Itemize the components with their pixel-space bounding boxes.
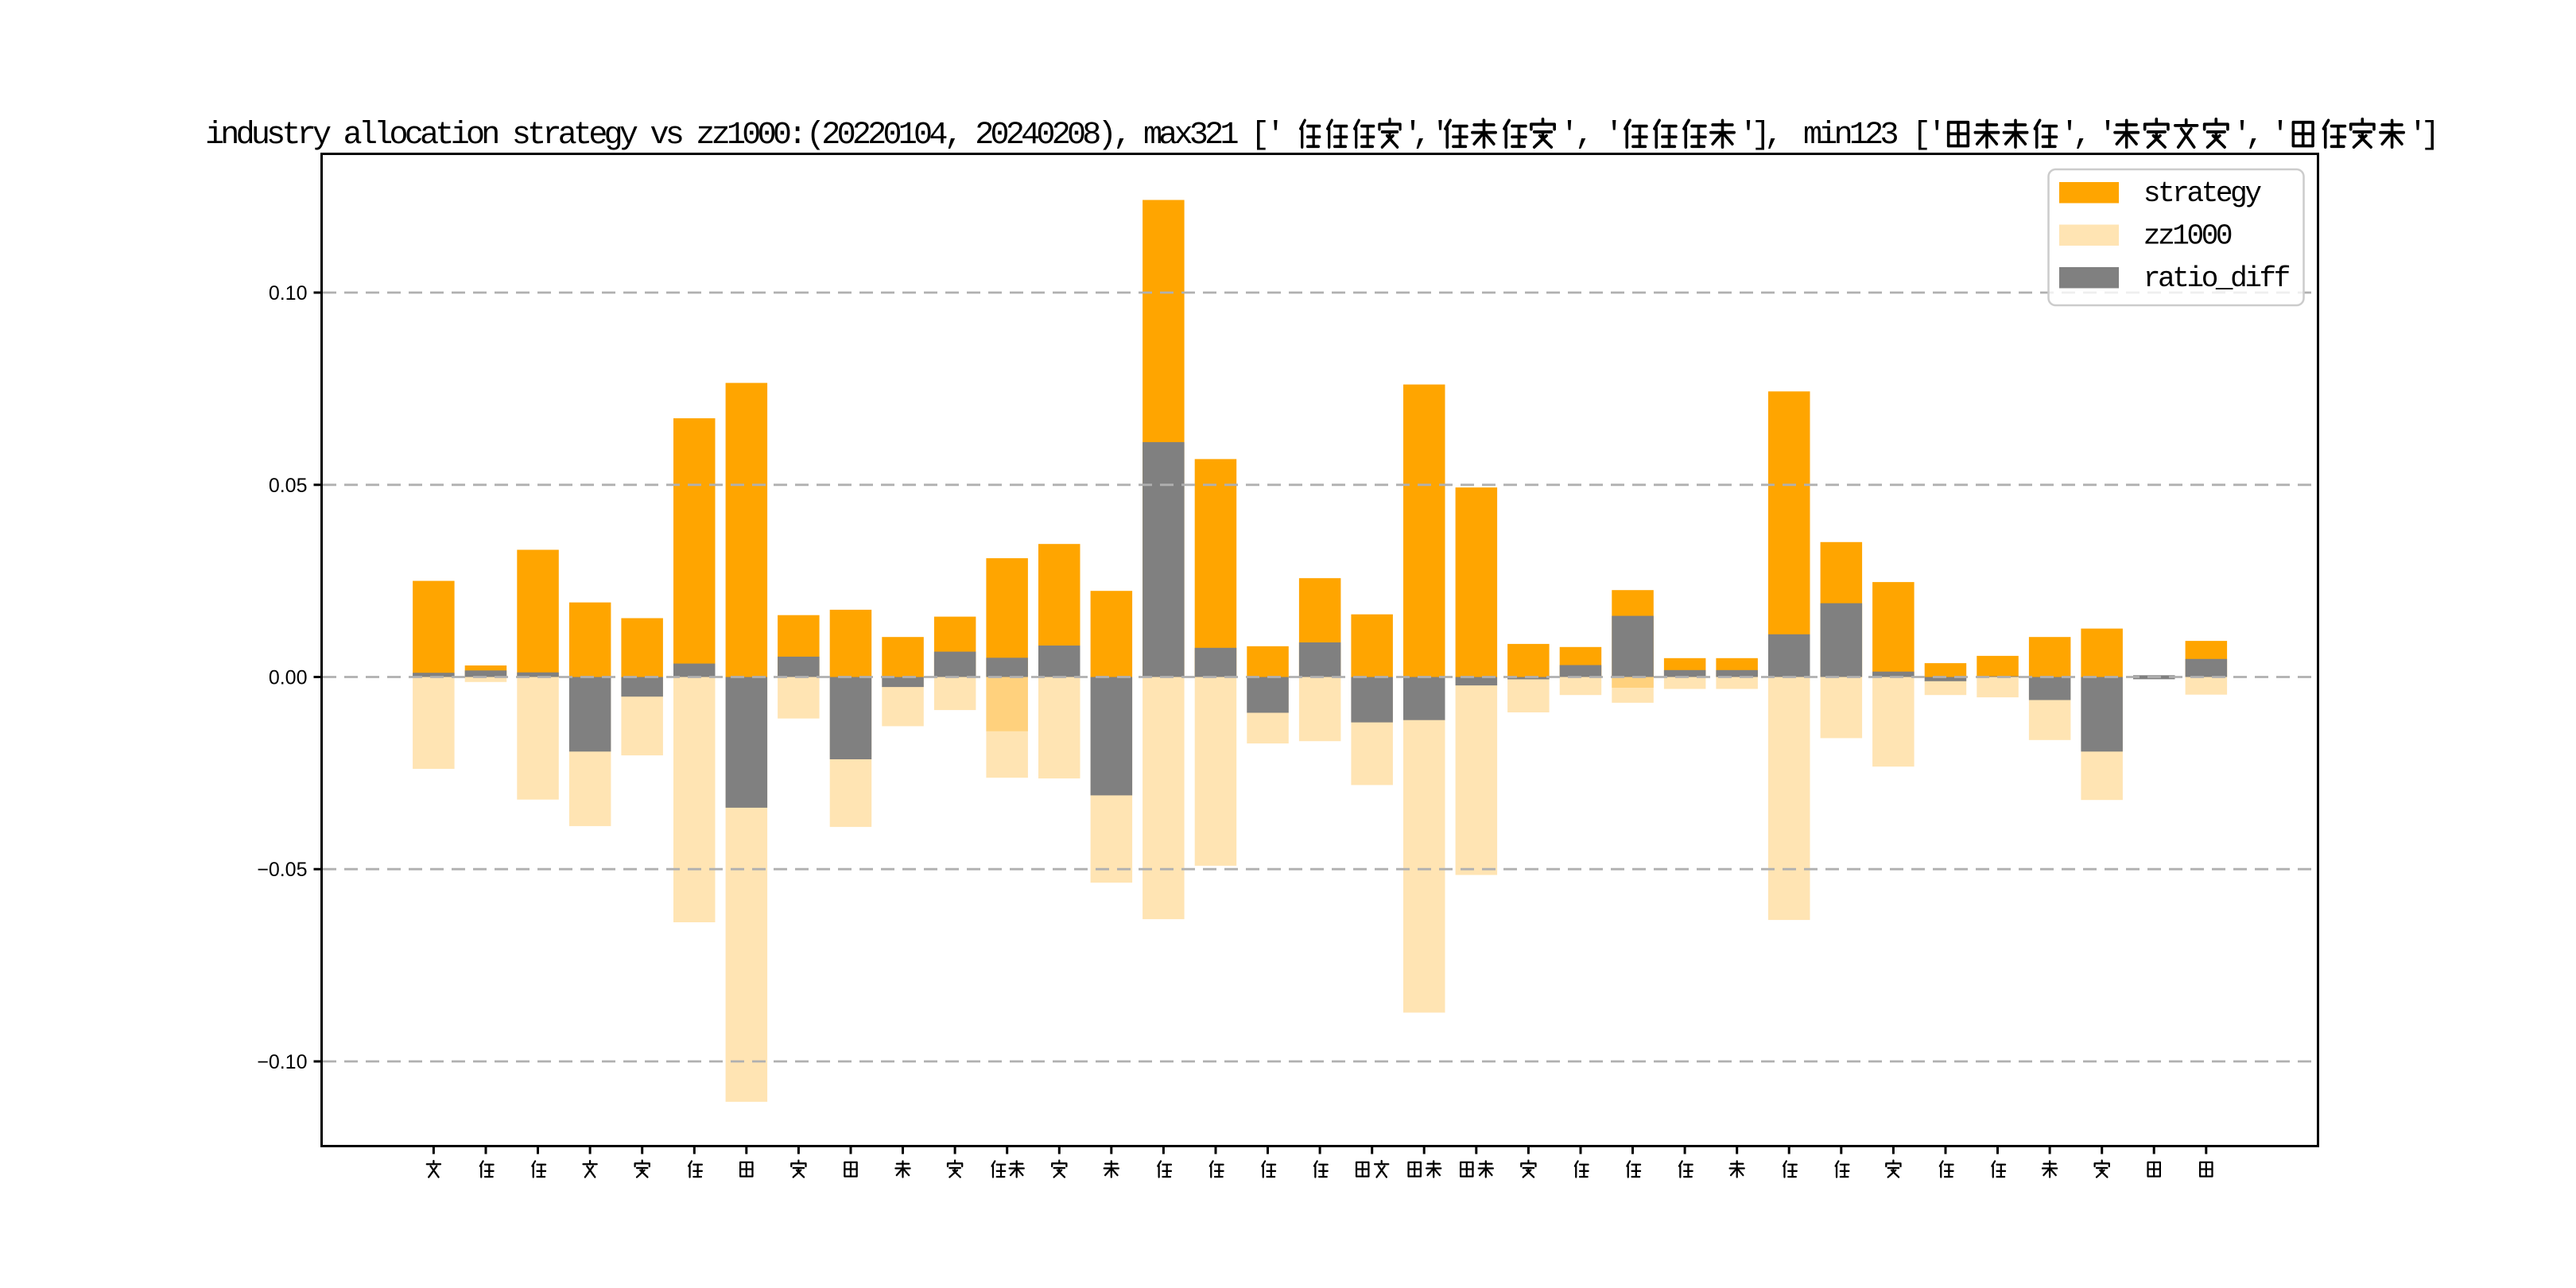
svg-text:strategy: strategy [2143, 177, 2261, 210]
svg-text:−0.05: −0.05 [257, 859, 307, 881]
svg-text:max321 [': max321 [' [1143, 118, 1282, 153]
svg-text:min123: min123 [1803, 118, 1897, 153]
svg-text:', ': ', ' [1403, 118, 1443, 153]
svg-text:−0.10: −0.10 [257, 1051, 307, 1073]
svg-text:', ': ', ' [2233, 118, 2283, 153]
svg-text:0.10: 0.10 [269, 282, 308, 305]
svg-text:zz1000: zz1000 [2143, 220, 2232, 253]
svg-text:', ': ', ' [2060, 118, 2111, 153]
svg-text:[': [' [1912, 118, 1943, 153]
svg-text:0.05: 0.05 [269, 475, 308, 497]
svg-text:0.00: 0.00 [269, 667, 308, 689]
svg-text:', ': ', ' [1560, 118, 1620, 153]
svg-text:ratio_diff: ratio_diff [2143, 262, 2290, 295]
svg-text:industry allocation strategy v: industry allocation strategy vs zz1000: [205, 118, 803, 153]
svg-text:']: '] [2408, 118, 2434, 153]
svg-text:(20220104, 20240208),: (20220104, 20240208), [806, 118, 1128, 153]
svg-text:'],: '], [1739, 118, 1777, 153]
